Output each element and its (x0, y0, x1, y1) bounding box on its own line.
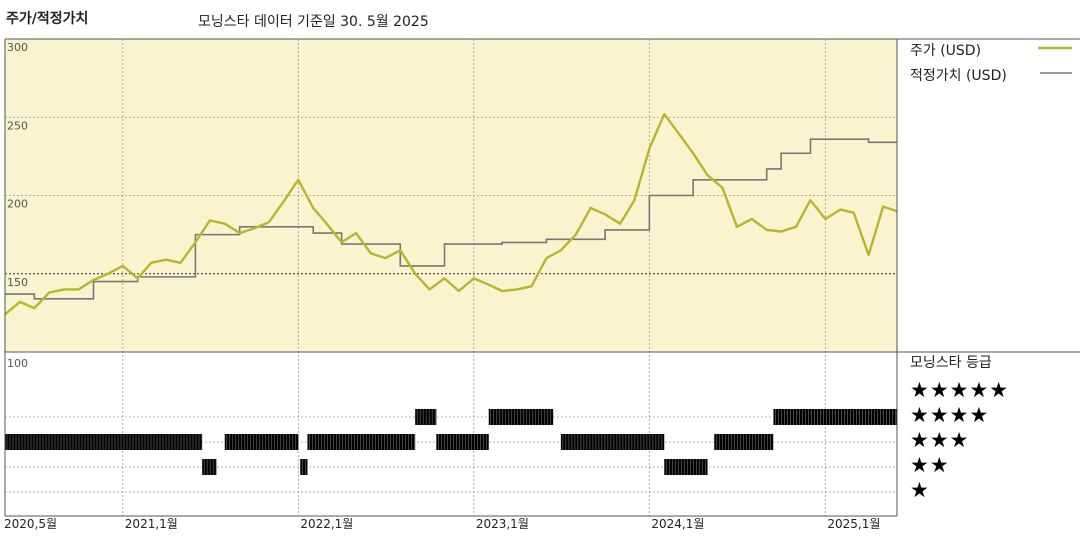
x-tick-label: 2022,1월 (300, 517, 354, 531)
rating-bar (436, 434, 489, 450)
y-tick-label: 150 (7, 276, 28, 289)
rating-bar (488, 409, 554, 425)
x-tick-label: 2024,1월 (651, 517, 705, 531)
legend-fairvalue-label: 적정가치 (USD) (910, 68, 1007, 84)
rating-1-star: ★ (910, 478, 930, 502)
price-line (4, 112, 898, 316)
x-tick-label: 2023,1월 (475, 517, 529, 531)
legend-price-label: 주가 (USD) (910, 43, 982, 59)
rating-bar (5, 434, 203, 450)
rating-bar (202, 459, 217, 475)
rating-bar (300, 459, 308, 475)
rating-panel-title: 모닝스타 등급 (910, 355, 992, 371)
rating-bar (560, 434, 665, 450)
rating-bar (415, 409, 437, 425)
rating-bar (714, 434, 774, 450)
rating-3-stars: ★★★ (910, 428, 970, 452)
y-tick-label: 300 (7, 41, 28, 54)
rating-bar (224, 434, 299, 450)
y-tick-label: 200 (7, 198, 28, 211)
fair-value-line (5, 138, 897, 300)
y-tick-label: 250 (7, 119, 28, 132)
x-tick-label: 2021,1월 (124, 517, 178, 531)
chart-title: 주가/적정가치 (6, 11, 89, 27)
x-tick-label: 2020,5월 (4, 517, 58, 531)
rating-bar (773, 409, 897, 425)
data-date-subtitle: 모닝스타 데이터 기준일 30. 5월 2025 (198, 14, 429, 30)
rating-top-tick: 100 (7, 357, 28, 370)
rating-4-stars: ★★★★ (910, 403, 990, 427)
rating-5-stars: ★★★★★ (910, 378, 1010, 402)
rating-bar (664, 459, 708, 475)
rating-2-stars: ★★ (910, 453, 950, 477)
x-tick-label: 2025,1월 (827, 517, 881, 531)
rating-bar (307, 434, 416, 450)
